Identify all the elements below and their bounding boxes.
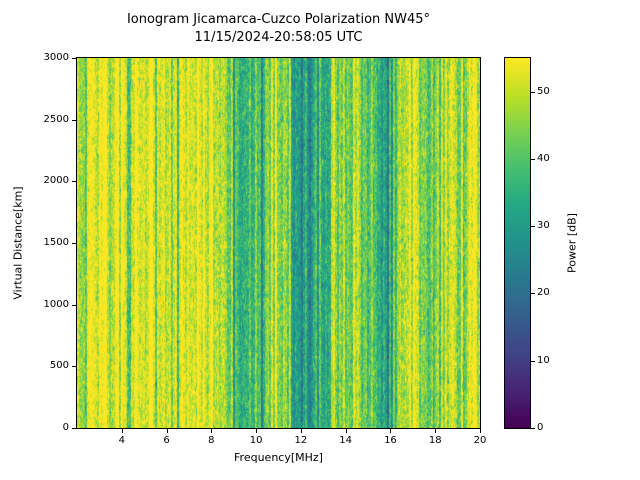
- colorbar-tick-label: 40: [537, 152, 550, 164]
- y-tick-label: 500: [49, 360, 69, 372]
- colorbar-tick-mark: [531, 158, 535, 160]
- colorbar-tick-label: 20: [537, 287, 550, 299]
- colorbar-tick-label: 0: [537, 422, 544, 433]
- x-tick-label: 6: [163, 435, 170, 446]
- x-tick-label: 18: [428, 435, 442, 446]
- chart-title: Ionogram Jicamarca-Cuzco Polarization NW…: [77, 11, 480, 47]
- y-tick-mark: [72, 58, 76, 59]
- colorbar-tick-mark: [531, 293, 535, 295]
- colorbar-tick-mark: [531, 428, 535, 429]
- chart-title-line1: Ionogram Jicamarca-Cuzco Polarization NW…: [126, 12, 431, 27]
- x-tick-mark: [211, 429, 213, 433]
- x-tick-label: 14: [339, 435, 353, 446]
- y-tick-label: 0: [62, 422, 69, 433]
- y-tick-label: 2500: [43, 113, 69, 125]
- x-tick-label: 16: [384, 435, 397, 446]
- y-tick-mark: [72, 304, 76, 306]
- chart-title-line2: 11/15/2024-20:58:05 UTC: [194, 30, 363, 45]
- x-tick-label: 8: [208, 435, 215, 446]
- colorbar-tick-mark: [531, 226, 535, 228]
- x-tick-mark: [256, 429, 258, 433]
- y-tick-label: 3000: [43, 52, 69, 63]
- y-tick-mark: [72, 428, 76, 429]
- y-axis-label: Virtual Distance[km]: [11, 186, 25, 300]
- plot-area: [76, 57, 481, 429]
- y-tick-mark: [72, 366, 76, 368]
- x-tick-mark: [300, 429, 302, 433]
- colorbar-tick-label: 30: [537, 220, 550, 232]
- y-tick-mark: [72, 243, 76, 244]
- colorbar-label: Power [dB]: [565, 213, 579, 273]
- x-tick-mark: [121, 429, 123, 433]
- heatmap-canvas: [77, 58, 480, 428]
- x-tick-mark: [435, 429, 437, 433]
- x-tick-mark: [166, 429, 168, 433]
- x-tick-label: 10: [249, 435, 263, 446]
- y-tick-label: 1000: [43, 298, 69, 310]
- x-tick-label: 20: [473, 435, 487, 446]
- y-tick-label: 1500: [43, 237, 69, 248]
- y-tick-mark: [72, 181, 76, 183]
- colorbar-tick-label: 10: [537, 354, 550, 366]
- colorbar-canvas: [505, 58, 530, 428]
- x-tick-mark: [345, 429, 347, 433]
- y-tick-mark: [72, 119, 76, 121]
- x-tick-label: 12: [294, 435, 308, 446]
- x-tick-mark: [390, 429, 392, 433]
- colorbar-tick-mark: [531, 91, 535, 93]
- x-tick-label: 4: [118, 435, 125, 446]
- colorbar-tick-mark: [531, 360, 535, 362]
- y-tick-label: 2000: [43, 175, 69, 187]
- colorbar: [504, 57, 531, 429]
- x-axis-label: Frequency[MHz]: [234, 451, 323, 464]
- colorbar-tick-label: 50: [537, 85, 550, 97]
- x-tick-mark: [480, 429, 481, 433]
